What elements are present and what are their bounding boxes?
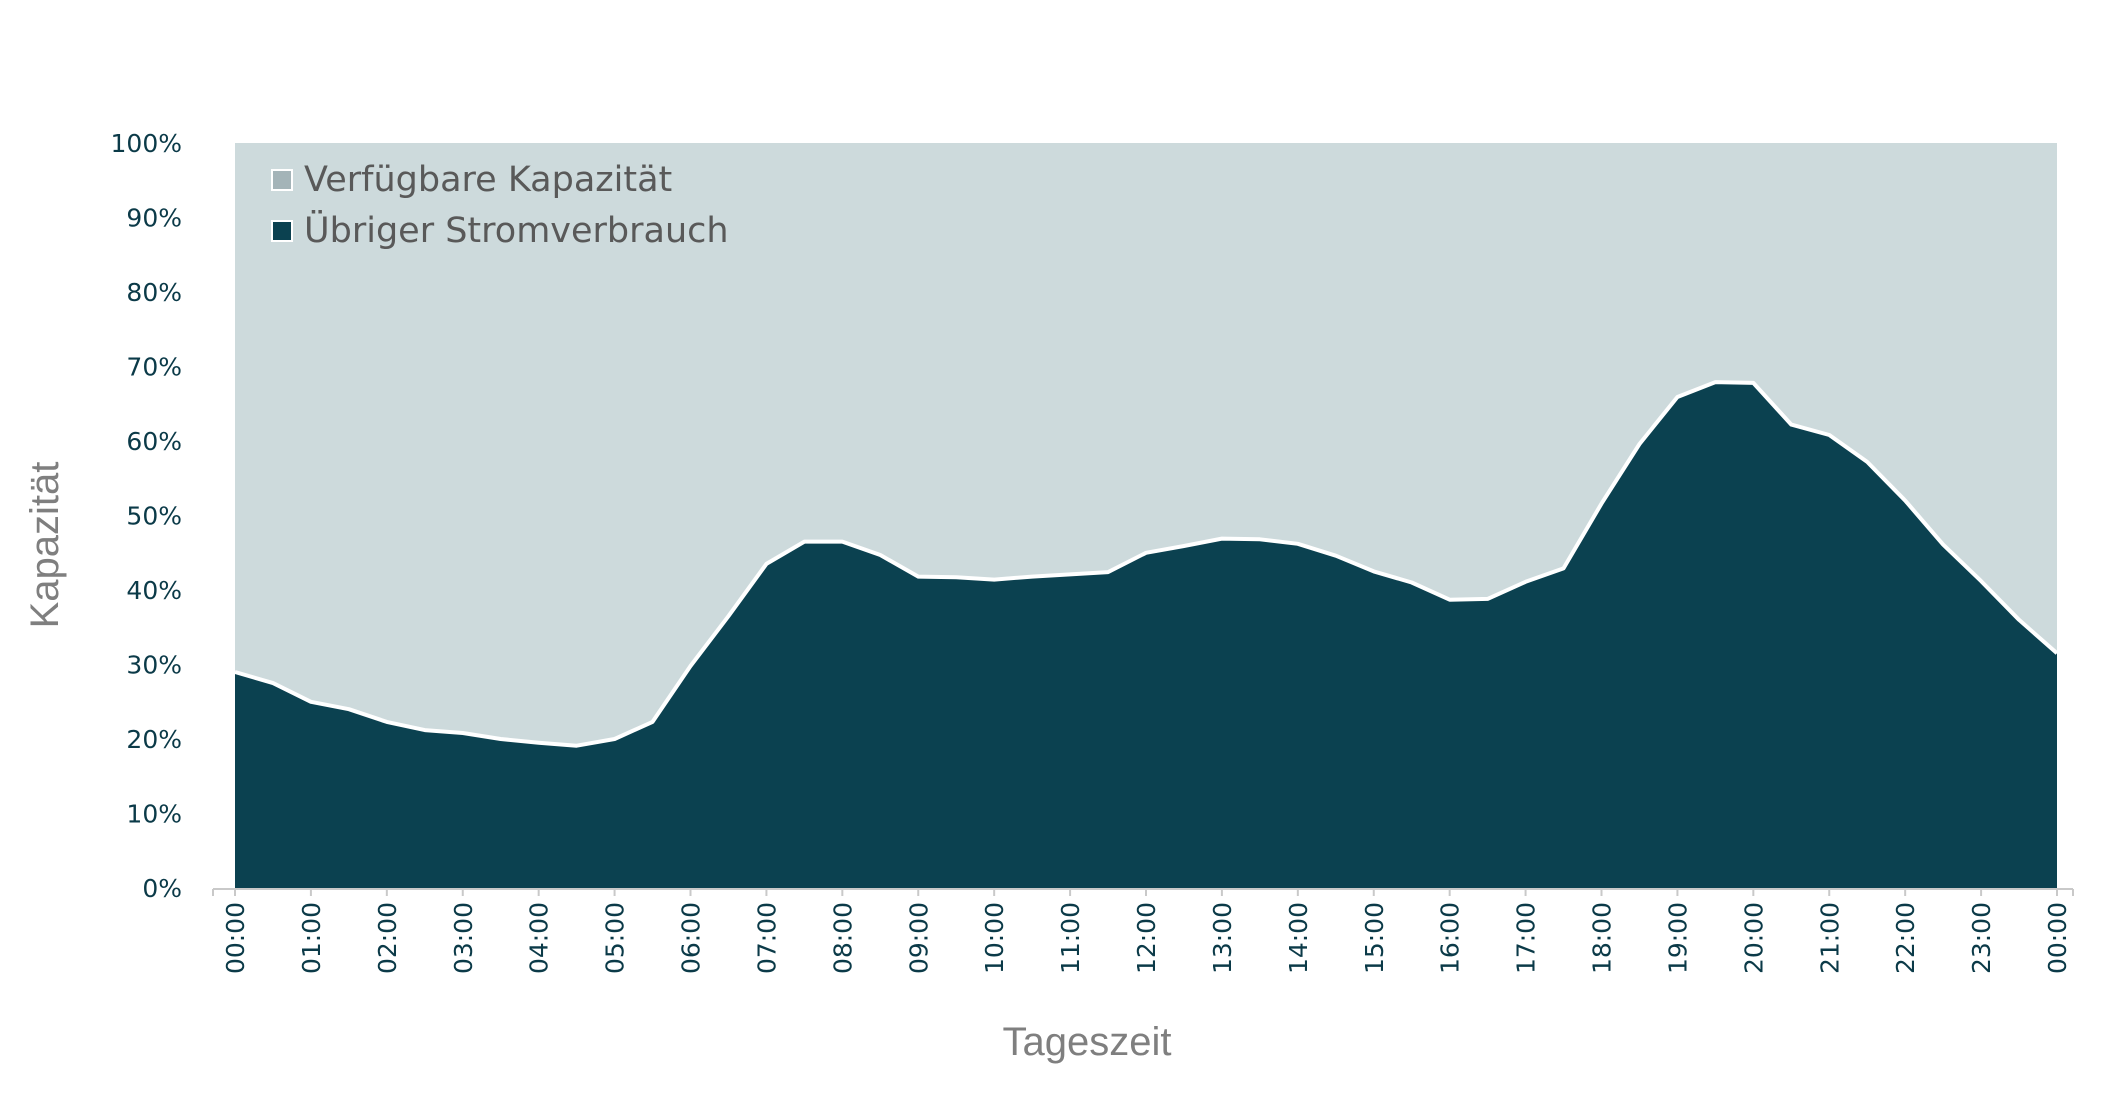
series-area-uebriger-stromverbrauch xyxy=(235,382,2057,888)
legend-swatch-verfuegbare-kapazitaet xyxy=(271,169,293,191)
x-tick-label: 08:00 xyxy=(828,902,857,974)
y-tick-label: 80% xyxy=(126,278,182,307)
y-tick-label: 70% xyxy=(126,353,182,382)
legend-swatch-uebriger-stromverbrauch xyxy=(271,220,293,242)
x-tick-label: 03:00 xyxy=(449,902,478,974)
x-tick-label: 23:00 xyxy=(1967,902,1996,974)
x-tick-label: 21:00 xyxy=(1815,902,1844,974)
y-tick-label: 0% xyxy=(142,874,182,903)
legend-label-verfuegbare-kapazitaet: Verfügbare Kapazität xyxy=(304,160,672,200)
x-tick-label: 01:00 xyxy=(297,902,326,974)
y-tick-label: 10% xyxy=(126,800,182,829)
legend-label-uebriger-stromverbrauch: Übriger Stromverbrauch xyxy=(304,209,729,251)
x-tick-label: 02:00 xyxy=(373,902,402,974)
y-tick-label: 90% xyxy=(126,204,182,233)
x-tick-label: 20:00 xyxy=(1739,902,1768,974)
x-tick-label: 18:00 xyxy=(1588,902,1617,974)
x-axis xyxy=(212,888,2074,896)
x-tick-label: 04:00 xyxy=(525,902,554,974)
y-tick-label: 20% xyxy=(126,725,182,754)
x-tick-label: 22:00 xyxy=(1891,902,1920,974)
x-tick-label: 16:00 xyxy=(1436,902,1465,974)
x-axis-title: Tageszeit xyxy=(1003,1020,1172,1064)
y-tick-label: 60% xyxy=(126,427,182,456)
y-axis-title: Kapazität xyxy=(23,462,67,629)
series-boundary-line xyxy=(234,380,2059,748)
x-tick-label: 15:00 xyxy=(1360,902,1389,974)
x-tick-label: 00:00 xyxy=(2043,902,2072,974)
x-tick-label: 14:00 xyxy=(1284,902,1313,974)
y-tick-label: 50% xyxy=(126,502,182,531)
x-tick-label: 11:00 xyxy=(1056,902,1085,974)
x-tick-label: 09:00 xyxy=(904,902,933,974)
y-axis-tick-labels: 0% 10% 20% 30% 40% 50% 60% 70% 80% 90% 100% xyxy=(111,129,182,903)
x-tick-label: 12:00 xyxy=(1132,902,1161,974)
x-tick-label: 05:00 xyxy=(601,902,630,974)
x-tick-label: 06:00 xyxy=(677,902,706,974)
y-tick-label: 30% xyxy=(126,651,182,680)
x-tick-label: 17:00 xyxy=(1512,902,1541,974)
x-axis-tick-labels: 00:00 01:00 02:00 03:00 04:00 05:00 06:00 07:00… xyxy=(221,902,2072,974)
x-tick-label: 07:00 xyxy=(752,902,781,974)
x-tick-label: 19:00 xyxy=(1663,902,1692,974)
y-tick-label: 40% xyxy=(126,576,182,605)
x-tick-label: 10:00 xyxy=(980,902,1009,974)
x-tick-label: 00:00 xyxy=(221,902,250,974)
x-tick-label: 13:00 xyxy=(1208,902,1237,974)
plot-area xyxy=(234,143,2059,888)
legend: Verfügbare Kapazität Übriger Stromverbra… xyxy=(271,160,729,251)
y-tick-label: 100% xyxy=(111,129,182,158)
